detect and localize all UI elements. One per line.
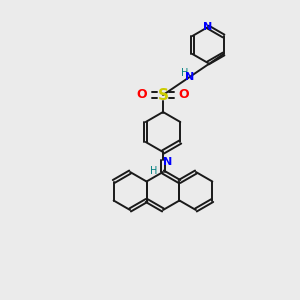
Text: N: N xyxy=(185,73,194,82)
Text: H: H xyxy=(150,166,158,176)
Text: N: N xyxy=(203,22,213,32)
Text: O: O xyxy=(179,88,189,101)
Text: N: N xyxy=(164,157,172,167)
Text: H: H xyxy=(181,68,188,77)
Text: O: O xyxy=(137,88,147,101)
Text: S: S xyxy=(158,88,169,103)
